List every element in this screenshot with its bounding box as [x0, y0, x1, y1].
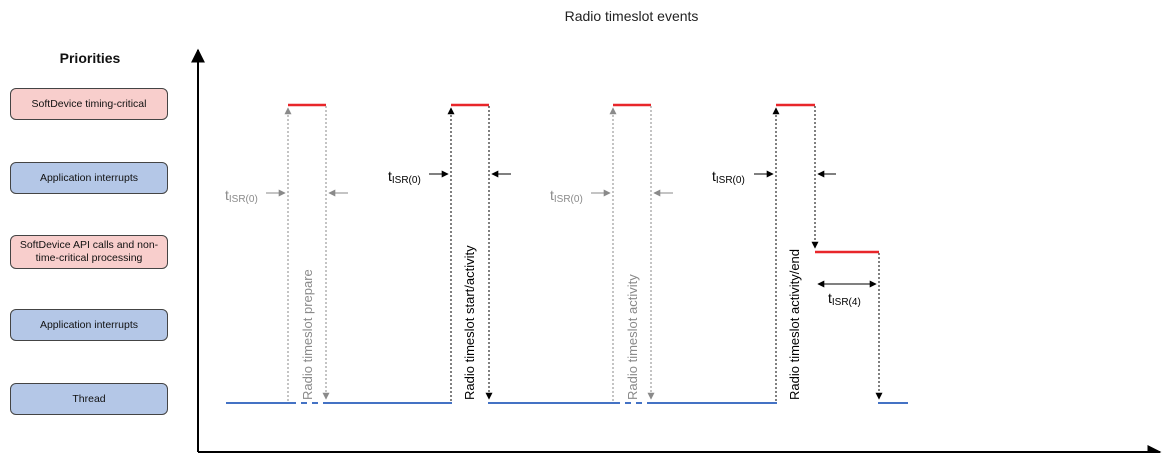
softdevice-critical-segments [288, 103, 879, 254]
priority-softdevice-timing-critical: SoftDevice timing-critical [10, 88, 168, 120]
event-3-activity: tISR(0) Radio timeslot activity [550, 106, 673, 401]
priorities-header: Priorities [59, 50, 121, 66]
event-4-timing-label: tISR(0) [712, 168, 745, 186]
event-3-timing-label: tISR(0) [550, 187, 583, 205]
event-1-label: Radio timeslot prepare [300, 269, 315, 400]
event-1-prepare: tISR(0) Radio timeslot prepare [225, 106, 348, 401]
event-4-label: Radio timeslot activity/end [787, 249, 802, 400]
priority-application-interrupts-high: Application interrupts [10, 162, 168, 194]
priority-softdevice-api-calls: SoftDevice API calls and non-time-critic… [10, 235, 168, 269]
event-2-start-activity: tISR(0) Radio timeslot start/activity [388, 106, 511, 401]
isr4-timing-label: tISR(4) [828, 290, 861, 308]
priority-thread: Thread [10, 383, 168, 415]
event-2-timing-label: tISR(0) [388, 168, 421, 186]
event-3-label: Radio timeslot activity [625, 274, 640, 400]
event-4-activity-end: tISR(0) Radio timeslot activity/end tISR… [712, 106, 883, 401]
diagram-title: Radio timeslot events [564, 8, 699, 24]
event-1-timing-label: tISR(0) [225, 187, 258, 205]
event-2-label: Radio timeslot start/activity [462, 245, 477, 400]
priority-application-interrupts-low: Application interrupts [10, 309, 168, 341]
